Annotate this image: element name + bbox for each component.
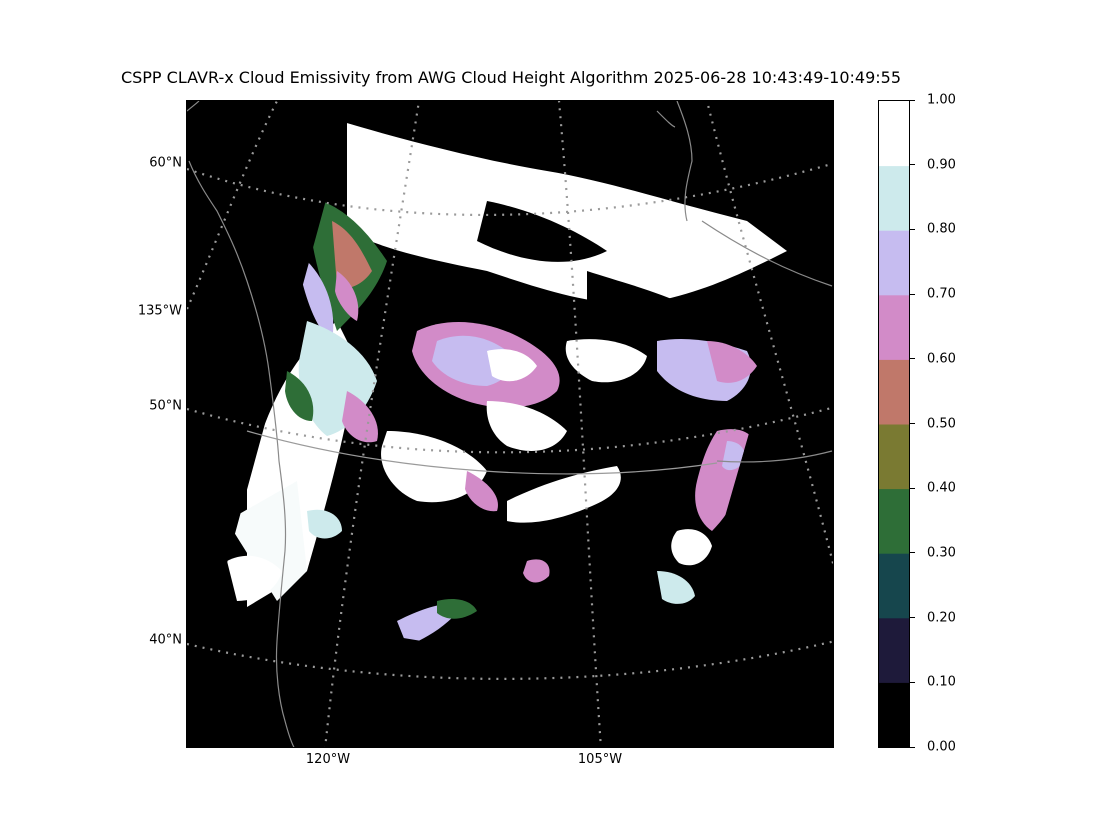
lat-label-50n: 50°N — [149, 398, 182, 414]
colorbar-segment — [879, 101, 909, 167]
lon-label-120w: 120°W — [305, 752, 351, 767]
colorbar-segment — [879, 682, 909, 747]
graticule — [187, 101, 833, 747]
colorbar-tick-label: 0.60 — [927, 351, 956, 367]
colorbar-segment — [879, 488, 909, 554]
colorbar — [878, 100, 910, 748]
colorbar-tick-label: 0.00 — [927, 739, 956, 755]
colorbar-tick-label: 0.50 — [927, 416, 956, 431]
colorbar-tick-label: 0.40 — [927, 480, 956, 496]
colorbar-tick-mark — [910, 99, 915, 101]
colorbar-segment — [879, 617, 909, 683]
colorbar-tick-label: 0.10 — [927, 674, 956, 690]
colorbar-tick-label: 0.90 — [927, 157, 956, 173]
colorbar-tick-mark — [910, 617, 915, 619]
colorbar-tick-label: 0.30 — [927, 545, 956, 561]
colorbar-tick-mark — [910, 358, 915, 360]
border-line — [246, 430, 718, 475]
colorbar-tick-mark — [910, 164, 915, 166]
colorbar-tick-label: 0.80 — [927, 221, 956, 237]
colorbar-segment — [879, 230, 909, 296]
map-canvas — [187, 101, 833, 747]
colorbar-tick-label: 0.20 — [927, 610, 956, 626]
coastlines — [187, 101, 833, 747]
colorbar-tick-label: 1.00 — [927, 92, 956, 108]
lon-label-105w: 105°W — [577, 752, 623, 767]
colorbar-segment — [879, 553, 909, 619]
colorbar-tick-mark — [910, 746, 915, 748]
colorbar-segment — [879, 359, 909, 425]
colorbar-segment — [879, 294, 909, 360]
map-panel — [186, 100, 834, 748]
lon-label-135w: 135°W — [137, 303, 182, 319]
colorbar-tick-mark — [910, 681, 915, 683]
colorbar-segment — [879, 424, 909, 490]
colorbar-tick-mark — [910, 228, 915, 230]
colorbar-gradient — [879, 101, 909, 747]
colorbar-tick-label: 0.70 — [927, 286, 956, 302]
plot-title: CSPP CLAVR-x Cloud Emissivity from AWG C… — [120, 68, 902, 87]
lat-label-40n: 40°N — [149, 632, 182, 648]
colorbar-tick-mark — [910, 552, 915, 554]
colorbar-tick-mark — [910, 293, 915, 295]
colorbar-tick-mark — [910, 423, 915, 424]
colorbar-tick-mark — [910, 487, 915, 489]
colorbar-segment — [879, 165, 909, 231]
cloud-emissivity-swath — [215, 123, 809, 683]
lat-label-60n: 60°N — [149, 155, 182, 171]
